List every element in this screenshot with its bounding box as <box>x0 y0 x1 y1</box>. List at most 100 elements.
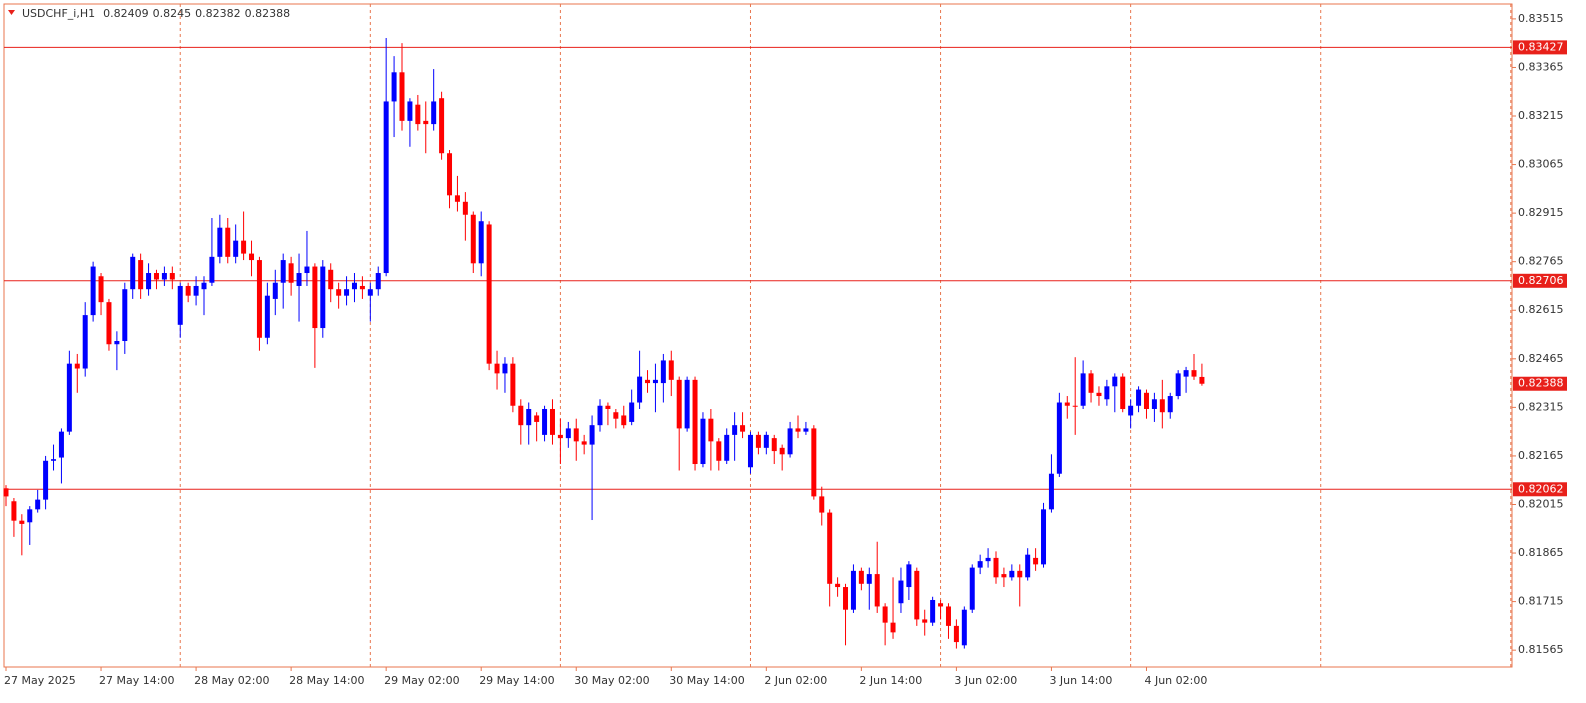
candle-body <box>1120 376 1126 409</box>
candle-body <box>114 341 120 345</box>
candle-body <box>312 266 318 329</box>
candle-body <box>1025 554 1031 578</box>
level-label: 0.82706 <box>1518 274 1564 287</box>
candle-body <box>122 289 128 342</box>
candle-body <box>423 120 429 125</box>
candle-body <box>1104 386 1110 400</box>
candle-body <box>454 195 460 202</box>
candle-body <box>732 425 738 435</box>
candle-body <box>98 276 104 303</box>
candle-body <box>1143 392 1149 409</box>
candle-body <box>629 402 635 422</box>
y-tick-label: 0.82765 <box>1518 255 1564 268</box>
candle-body <box>747 434 753 468</box>
candle-body <box>359 285 365 290</box>
last-high: 0.8245 <box>153 7 192 20</box>
candle-body <box>296 273 302 286</box>
candle-body <box>874 574 880 607</box>
y-tick-label: 0.82915 <box>1518 206 1564 219</box>
y-tick-label: 0.83515 <box>1518 12 1564 25</box>
candle-body <box>153 273 159 280</box>
candle-body <box>565 428 571 439</box>
candle-body <box>589 425 595 445</box>
candle-body <box>502 363 508 374</box>
candle-body <box>866 574 872 584</box>
candle-body <box>280 260 286 283</box>
grid-layer <box>179 4 1512 667</box>
candle-body <box>304 266 310 274</box>
x-tick-label: 29 May 02:00 <box>384 674 459 687</box>
candles-layer <box>3 37 1205 649</box>
y-tick-label: 0.83365 <box>1518 60 1564 73</box>
candle-body <box>256 260 262 338</box>
candle-body <box>787 428 793 455</box>
candle-body <box>581 441 587 445</box>
candle-body <box>652 379 658 384</box>
current-price-label: 0.82388 <box>1518 377 1564 390</box>
candle-body <box>138 260 144 290</box>
level-box <box>1513 40 1567 55</box>
candle-body <box>19 520 25 524</box>
candle-body <box>676 379 682 429</box>
y-tick-label: 0.82465 <box>1518 352 1564 365</box>
last-close: 0.82388 <box>245 7 291 20</box>
candle-body <box>938 603 944 607</box>
x-tick-label: 27 May 2025 <box>4 674 76 687</box>
candle-body <box>161 273 167 280</box>
candle-body <box>557 434 563 439</box>
candle-body <box>835 583 841 588</box>
x-tick-label: 2 Jun 14:00 <box>859 674 922 687</box>
y-tick-label: 0.82315 <box>1518 400 1564 413</box>
symbol: USDCHF_i,H1 <box>22 7 95 20</box>
candle-body <box>233 240 239 257</box>
candle-body <box>249 253 255 261</box>
y-tick-label: 0.83065 <box>1518 158 1564 171</box>
level-box <box>1513 482 1567 497</box>
candle-body <box>383 101 389 274</box>
candle-body <box>858 570 864 584</box>
last-open: 0.82409 <box>103 7 149 20</box>
candle-body <box>1128 405 1134 416</box>
candle-body <box>645 379 651 384</box>
x-tick-label: 29 May 14:00 <box>479 674 554 687</box>
candle-body <box>130 256 136 290</box>
chart-title: USDCHF_i,H1 0.82409 0.8245 0.82382 0.82388 <box>22 7 290 20</box>
y-tick-label: 0.81865 <box>1518 546 1564 559</box>
candle-body <box>1183 370 1189 377</box>
candle-body <box>660 360 666 384</box>
level-label: 0.83427 <box>1518 40 1564 53</box>
x-tick-label: 3 Jun 02:00 <box>954 674 1017 687</box>
candle-body <box>1001 574 1007 578</box>
candle-body <box>399 72 405 121</box>
candle-body <box>470 214 476 264</box>
candle-body <box>1033 557 1039 565</box>
candle-body <box>526 408 532 426</box>
symbol-toggle[interactable] <box>8 10 15 15</box>
candle-body <box>827 512 833 584</box>
candle-body <box>320 266 326 329</box>
candle-body <box>217 227 223 257</box>
candle-body <box>486 224 492 364</box>
plot-frame <box>3 3 1513 668</box>
levels-layer <box>4 46 1512 490</box>
candle-body <box>1175 373 1181 397</box>
candle-body <box>185 285 191 296</box>
candle-body <box>367 289 373 296</box>
candle-body <box>755 434 761 448</box>
candle-body <box>1080 373 1086 406</box>
axes-layer: 0.83515 0.83365 0.83215 0.83065 0.82915 0.827… <box>4 12 1567 687</box>
candle-body <box>708 418 714 442</box>
candle-body <box>1159 399 1165 413</box>
candle-body <box>415 104 421 125</box>
candle-body <box>225 227 231 257</box>
candle-body <box>969 567 975 610</box>
candle-body <box>637 376 643 403</box>
candle-body <box>43 460 49 500</box>
candle-body <box>930 599 936 623</box>
candle-body <box>375 273 381 290</box>
candle-body <box>82 315 88 369</box>
candle-body <box>344 289 350 296</box>
candle-body <box>906 564 912 588</box>
candle-body <box>724 434 730 461</box>
